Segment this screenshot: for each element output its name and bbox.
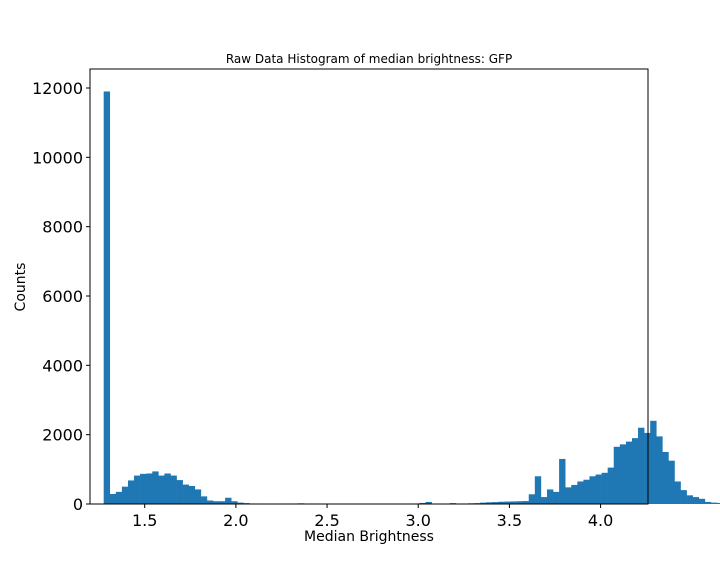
histogram-bar xyxy=(607,467,615,504)
histogram-bars xyxy=(103,91,720,504)
histogram-bar xyxy=(516,501,523,504)
histogram-bar xyxy=(589,476,596,504)
histogram-bar xyxy=(613,446,621,504)
histogram-bar xyxy=(109,493,117,504)
histogram-bar xyxy=(565,487,572,504)
y-tick-label: 10000 xyxy=(32,148,83,167)
histogram-bar xyxy=(625,441,633,504)
x-tick-label: 3.0 xyxy=(406,511,431,530)
x-tick-label: 4.0 xyxy=(588,511,613,530)
histogram-bar xyxy=(225,497,232,504)
histogram-bar xyxy=(559,458,566,504)
histogram-bar xyxy=(571,484,578,504)
histogram-bar xyxy=(231,501,238,504)
histogram-bar xyxy=(146,473,153,504)
histogram-bar xyxy=(103,91,111,504)
histogram-bar xyxy=(170,475,177,504)
histogram-bar xyxy=(668,460,675,504)
histogram-bar xyxy=(176,480,183,504)
histogram-bar xyxy=(425,501,432,504)
x-tick-label: 2.5 xyxy=(314,511,339,530)
histogram-bar xyxy=(619,444,627,504)
histogram-bar xyxy=(577,481,584,504)
x-tick-label: 1.5 xyxy=(132,511,157,530)
y-tick-label: 6000 xyxy=(42,287,83,306)
chart-title: Raw Data Histogram of median brightness:… xyxy=(226,52,512,66)
histogram-bar xyxy=(662,452,669,504)
histogram-bar xyxy=(540,497,548,504)
histogram-bar xyxy=(546,489,554,504)
histogram-bar xyxy=(656,436,663,504)
histogram-bar xyxy=(704,501,712,504)
histogram-bar xyxy=(237,502,244,504)
histogram-bar xyxy=(528,494,536,504)
histogram-bar xyxy=(674,481,681,504)
histogram-bar xyxy=(644,432,651,504)
histogram-bar xyxy=(219,501,226,504)
histogram-bar xyxy=(631,438,639,504)
histogram-bar xyxy=(194,489,202,504)
histogram-bar xyxy=(601,472,608,504)
histogram-bar xyxy=(680,490,687,504)
histogram-bar xyxy=(140,473,147,504)
histogram-bar xyxy=(510,501,517,504)
x-tick-label: 3.5 xyxy=(497,511,522,530)
histogram-bar xyxy=(134,475,141,504)
histogram-bar xyxy=(206,500,214,504)
histogram-bar xyxy=(692,497,700,504)
y-tick-label: 4000 xyxy=(42,356,83,375)
y-tick-label: 8000 xyxy=(42,218,83,237)
y-axis-label: Counts xyxy=(13,263,29,312)
histogram-bar xyxy=(212,501,220,504)
histogram-bar xyxy=(698,498,706,504)
histogram-bar xyxy=(534,476,542,504)
histogram-bar xyxy=(583,479,590,504)
histogram-bar xyxy=(121,486,129,504)
histogram-bar xyxy=(152,471,159,504)
x-axis-ticks: 1.5 2.0 2.5 3.0 3.5 4.0 xyxy=(132,504,613,530)
histogram-bar xyxy=(127,480,135,504)
histogram-bar xyxy=(492,502,499,504)
histogram-bar xyxy=(115,491,123,504)
histogram-bar xyxy=(200,496,208,504)
histogram-bar xyxy=(638,427,645,504)
histogram-bar xyxy=(164,473,171,504)
x-axis-label: Median Brightness xyxy=(304,529,434,545)
histogram-bar xyxy=(553,491,560,504)
histogram-bar xyxy=(188,485,196,504)
y-tick-label: 2000 xyxy=(42,426,83,445)
histogram-bar xyxy=(480,502,487,504)
plot-frame xyxy=(89,68,649,505)
y-tick-label: 0 xyxy=(73,495,83,514)
histogram-bar xyxy=(182,484,189,504)
histogram-bar xyxy=(419,502,426,504)
histogram-bar xyxy=(716,502,720,504)
x-tick-label: 2.0 xyxy=(223,511,248,530)
histogram-bar xyxy=(650,420,657,504)
histogram-bar xyxy=(710,502,718,504)
histogram-bar xyxy=(498,501,505,504)
histogram-bar xyxy=(686,495,693,504)
y-tick-label: 12000 xyxy=(32,79,83,98)
y-axis-ticks: 0 2000 4000 6000 8000 10000 12000 xyxy=(32,79,90,514)
histogram-bar xyxy=(504,501,511,504)
histogram-bar xyxy=(486,502,493,504)
histogram-bar xyxy=(158,475,165,504)
histogram-bar xyxy=(522,501,530,504)
histogram-bar xyxy=(595,474,602,504)
